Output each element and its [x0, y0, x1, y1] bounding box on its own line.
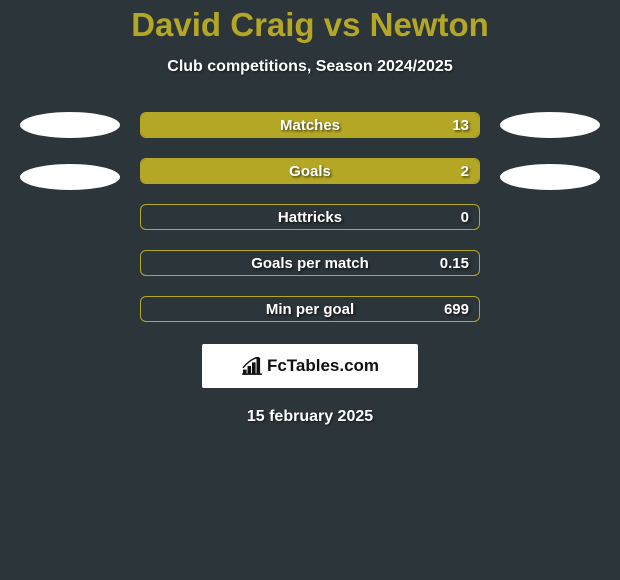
- page-subtitle: Club competitions, Season 2024/2025: [167, 58, 452, 76]
- stat-bar-label: Matches: [141, 113, 479, 137]
- stat-bar: Matches13: [140, 112, 480, 138]
- player-marker-icon: [500, 164, 600, 190]
- player-marker-icon: [20, 112, 120, 138]
- comparison-infographic: David Craig vs Newton Club competitions,…: [0, 0, 620, 580]
- right-marker-column: [490, 112, 610, 322]
- stat-bar: Hattricks0: [140, 204, 480, 230]
- stat-bar-value: 0.15: [440, 251, 469, 275]
- player-marker-icon: [500, 112, 600, 138]
- date-label: 15 february 2025: [247, 408, 373, 426]
- stat-bar-value: 699: [444, 297, 469, 321]
- source-logo: FcTables.com: [202, 344, 418, 388]
- player-marker-icon: [20, 164, 120, 190]
- stat-bar-label: Hattricks: [141, 205, 479, 229]
- bar-chart-icon: [241, 357, 263, 375]
- stat-bar-label: Min per goal: [141, 297, 479, 321]
- stat-bar: Goals per match0.15: [140, 250, 480, 276]
- stat-bar: Min per goal699: [140, 296, 480, 322]
- stat-bar: Goals2: [140, 158, 480, 184]
- stat-bar-value: 13: [452, 113, 469, 137]
- stat-bar-label: Goals per match: [141, 251, 479, 275]
- stat-bar-label: Goals: [141, 159, 479, 183]
- left-marker-column: [10, 112, 130, 322]
- stat-bar-value: 0: [461, 205, 469, 229]
- chart-area: Matches13 Goals2 Hattricks0 Goals per match…: [0, 112, 620, 322]
- stat-bar-value: 2: [461, 159, 469, 183]
- stat-bar-list: Matches13 Goals2 Hattricks0 Goals per match…: [140, 112, 480, 322]
- source-logo-text: FcTables.com: [267, 356, 379, 376]
- page-title: David Craig vs Newton: [131, 6, 489, 44]
